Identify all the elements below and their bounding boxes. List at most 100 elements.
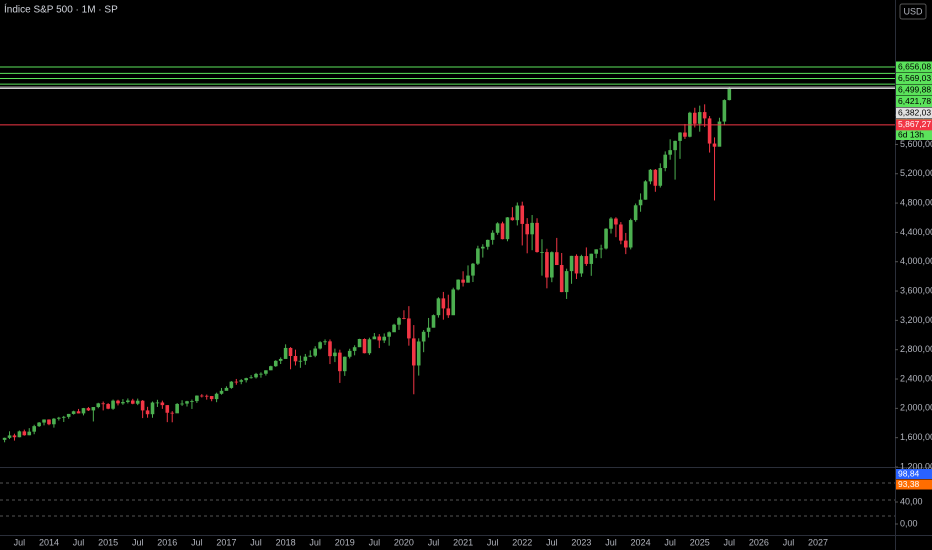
candle-body <box>71 411 76 414</box>
candle-body <box>609 218 613 229</box>
candle-body <box>200 395 204 397</box>
candle-body <box>239 380 244 382</box>
x-tick-label: 2014 <box>39 537 59 547</box>
candle-body <box>476 248 480 264</box>
candle-body <box>535 222 539 253</box>
candle-body <box>130 400 135 404</box>
candle-body <box>564 271 569 293</box>
candle-body <box>668 150 672 155</box>
x-tick-label: Jul <box>664 537 676 547</box>
candle-body <box>678 132 682 141</box>
price-tag <box>896 73 932 85</box>
candle-body <box>712 143 717 147</box>
candle-body <box>397 318 401 325</box>
candle-body <box>234 381 239 383</box>
x-tick-label: Jul <box>546 537 558 547</box>
candle-body <box>594 249 598 254</box>
candle-body <box>111 400 115 409</box>
x-tick-label: 2020 <box>394 537 414 547</box>
candle-body <box>411 338 416 366</box>
candle-body <box>259 373 263 375</box>
currency[interactable]: USD <box>903 6 923 16</box>
candle-body <box>377 336 382 341</box>
y-tick-label: 1,200,00 <box>900 461 932 471</box>
candle-body <box>273 360 278 367</box>
x-tick-label: 2021 <box>453 537 473 547</box>
candle-body <box>244 378 248 381</box>
candle-body <box>673 140 677 151</box>
candle-body <box>481 246 485 249</box>
candle-body <box>628 220 633 248</box>
currency-box[interactable] <box>899 3 927 20</box>
x-tick-label: 2023 <box>571 537 591 547</box>
candle-body <box>283 347 288 359</box>
candle-body <box>382 336 387 341</box>
candle-body <box>530 222 534 235</box>
countdown-tag <box>896 130 932 141</box>
candle-body <box>32 426 36 432</box>
y-tick-label: 0,00 <box>900 518 918 528</box>
candle-body <box>540 252 544 253</box>
candle-body <box>722 100 727 122</box>
price-tag-label: 5,867,27 <box>898 119 931 129</box>
candle-body <box>308 355 313 357</box>
candle-body <box>150 402 155 415</box>
candle-body <box>485 239 490 247</box>
candle-body <box>421 331 426 342</box>
candle-body <box>367 339 372 354</box>
candle-body <box>86 408 91 411</box>
candle-body <box>116 400 120 404</box>
countdown-label: 6d 13h <box>898 129 924 139</box>
candle-body <box>707 118 712 144</box>
candle-body <box>165 405 170 413</box>
candle-body <box>584 256 589 264</box>
candle-body <box>313 348 317 356</box>
candle-body <box>426 327 431 332</box>
candle-body <box>323 341 327 343</box>
x-tick-label: Jul <box>428 537 440 547</box>
candle-body <box>47 419 51 425</box>
value-tag-label: 98,84 <box>898 468 920 478</box>
candle-body <box>293 356 298 362</box>
candle-body <box>648 169 653 182</box>
price-tag <box>896 61 932 73</box>
candle-body <box>717 121 722 147</box>
candle-body <box>658 168 663 186</box>
x-tick-label: Jul <box>14 537 26 547</box>
candle-body <box>229 381 234 388</box>
x-tick-label: Jul <box>605 537 617 547</box>
candle-body <box>61 416 66 418</box>
candle-body <box>392 324 396 333</box>
candle-body <box>683 132 687 137</box>
candle-body <box>22 431 27 436</box>
candle-body <box>298 360 303 362</box>
candle-body <box>160 402 165 406</box>
value-tag <box>896 479 932 490</box>
candle-body <box>303 356 308 361</box>
candle-body <box>431 315 436 328</box>
candle-body <box>574 255 579 274</box>
candle-body <box>195 395 199 402</box>
candle-body <box>554 252 559 266</box>
candle-body <box>697 112 702 124</box>
candle-body <box>185 401 189 404</box>
candle-body <box>589 253 594 264</box>
y-tick-label: 4,400,00 <box>900 227 932 237</box>
x-tick-label: Jul <box>191 537 203 547</box>
candle-body <box>614 218 618 225</box>
candle-body <box>416 341 421 366</box>
y-tick-label: 5,200,00 <box>900 168 932 178</box>
candle-body <box>27 431 32 436</box>
candle-body <box>264 370 268 374</box>
candle-body <box>471 263 475 276</box>
y-tick-label: 2,400,00 <box>900 373 932 383</box>
candle-body <box>520 205 525 224</box>
candle-body <box>204 395 209 397</box>
candle-body <box>180 403 184 405</box>
candle-body <box>37 422 41 427</box>
price-tag-label: 6,499,88 <box>898 84 931 94</box>
y-tick-label: 3,600,00 <box>900 285 932 295</box>
candle-body <box>446 308 451 316</box>
candle-body <box>569 255 574 272</box>
